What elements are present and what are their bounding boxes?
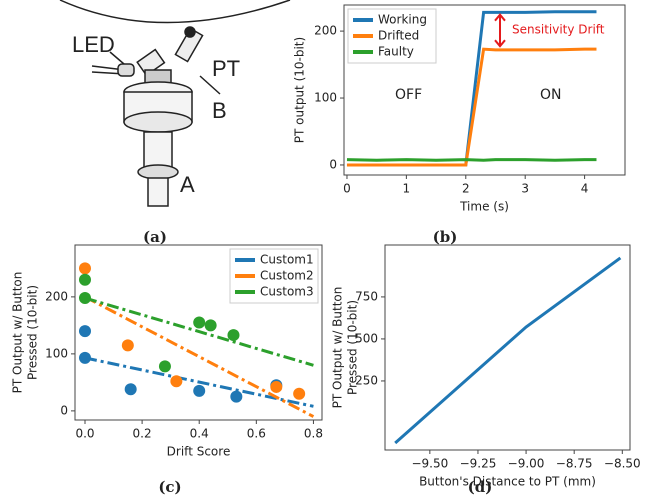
- legend-label: Custom2: [260, 269, 314, 283]
- point: [78, 325, 91, 338]
- plot-frame: [384, 244, 631, 451]
- point: [227, 329, 240, 342]
- plot-frame: [343, 4, 626, 176]
- y-axis-label: PT Output w/ Button: [331, 287, 345, 409]
- legend-label: Faulty: [378, 45, 414, 59]
- x-tick-label: 0.0: [75, 427, 94, 441]
- label-pt: PT: [212, 56, 240, 81]
- x-tick-label: 1: [403, 182, 411, 196]
- x-tick-label: −8.75: [556, 457, 593, 471]
- x-tick-label: 0.8: [304, 427, 323, 441]
- caption: (a): [143, 228, 167, 246]
- y-tick-label: 0: [60, 403, 68, 417]
- point: [78, 262, 91, 275]
- point: [78, 273, 91, 286]
- trend-line: [84, 295, 315, 418]
- legend-label: Working: [378, 13, 427, 27]
- y-tick-label: 250: [355, 373, 378, 387]
- caption: (c): [158, 478, 181, 496]
- x-tick-label: −9.25: [460, 457, 497, 471]
- y-axis-label: Pressed (10-bit): [26, 285, 40, 380]
- plot-frame: [74, 244, 323, 421]
- point: [270, 380, 283, 393]
- label-led: LED: [72, 32, 115, 57]
- x-tick-label: 4: [581, 182, 589, 196]
- x-tick-label: 0.2: [133, 427, 152, 441]
- illustration: [59, 0, 291, 207]
- point: [170, 375, 183, 388]
- legend-label: Drifted: [378, 29, 419, 43]
- point: [121, 339, 134, 352]
- label-b: B: [212, 98, 227, 123]
- point: [193, 384, 206, 397]
- legend-label: Custom1: [260, 253, 314, 267]
- line-series: [346, 158, 597, 162]
- point: [230, 390, 243, 403]
- caption: (d): [468, 478, 493, 496]
- point: [124, 383, 137, 396]
- x-tick-label: 0.4: [190, 427, 209, 441]
- y-tick-label: 100: [314, 91, 337, 105]
- point: [158, 360, 171, 373]
- caption: (b): [433, 228, 458, 246]
- x-tick-label: −9.00: [508, 457, 545, 471]
- y-tick-label: 0: [329, 157, 337, 171]
- point: [204, 319, 217, 332]
- x-tick-label: 3: [521, 182, 529, 196]
- x-tick-label: 0: [343, 182, 351, 196]
- y-axis-label: PT Output w/ Button: [11, 272, 25, 394]
- x-tick-label: 0.6: [247, 427, 266, 441]
- point: [78, 351, 91, 364]
- y-axis-label: Pressed (10-bit): [346, 300, 360, 395]
- y-tick-label: 500: [355, 331, 378, 345]
- y-tick-label: 200: [45, 289, 68, 303]
- y-tick-label: 750: [355, 289, 378, 303]
- x-axis-label: Button's Distance to PT (mm): [419, 475, 596, 489]
- y-tick-label: 100: [45, 346, 68, 360]
- annotation: OFF: [395, 87, 422, 103]
- point: [193, 316, 206, 329]
- line-series: [346, 47, 597, 167]
- x-tick-label: −8.50: [604, 457, 641, 471]
- point: [78, 292, 91, 305]
- x-axis-label: Time (s): [459, 200, 509, 214]
- annotation: ON: [540, 87, 562, 103]
- point: [293, 387, 306, 400]
- y-axis-label: PT output (10-bit): [293, 37, 307, 143]
- x-tick-label: 2: [462, 182, 470, 196]
- y-tick-label: 200: [314, 24, 337, 38]
- arrow-head: [494, 13, 506, 48]
- annotation: Sensitivity Drift: [512, 23, 605, 37]
- label-a: A: [180, 172, 195, 197]
- trend-line: [84, 296, 314, 367]
- legend-label: Custom3: [260, 285, 314, 299]
- line-series: [394, 256, 622, 445]
- x-axis-label: Drift Score: [167, 445, 231, 459]
- x-tick-label: −9.50: [411, 457, 448, 471]
